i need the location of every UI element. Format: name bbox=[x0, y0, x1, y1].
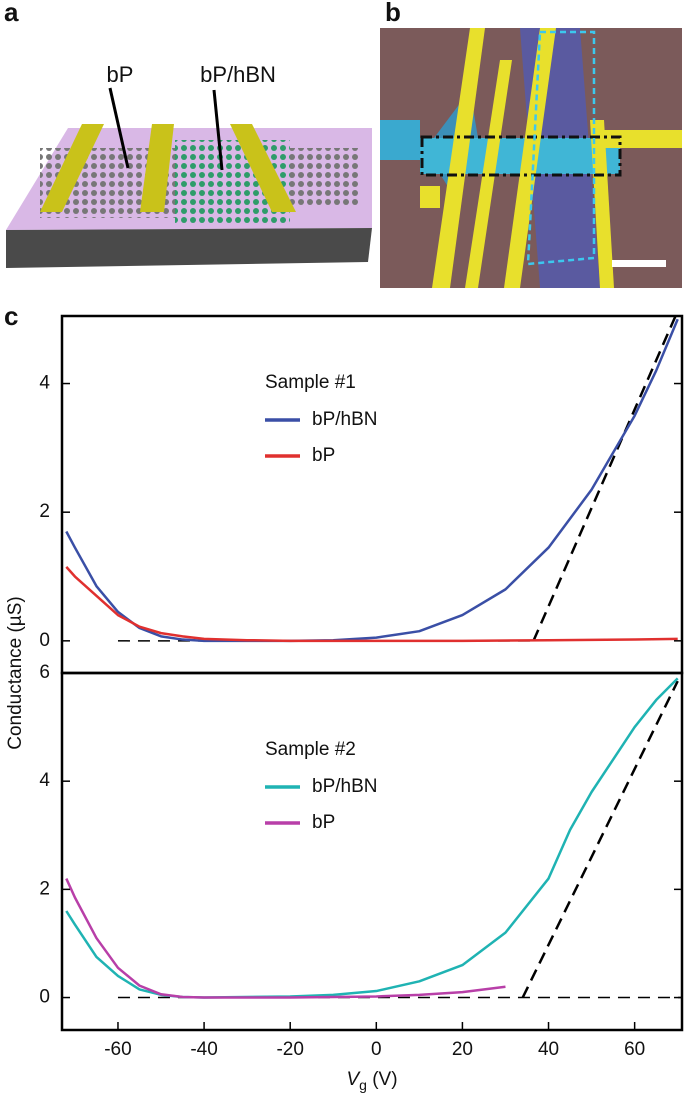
y-tick-label: 2 bbox=[39, 878, 50, 899]
x-tick-label: 20 bbox=[452, 1039, 473, 1060]
electrode bbox=[465, 60, 512, 288]
x-label-subscript: g bbox=[359, 1077, 367, 1093]
arrow bbox=[212, 89, 224, 171]
electrode bbox=[140, 124, 174, 212]
legend-title: Sample #2 bbox=[265, 739, 356, 760]
plot-area bbox=[65, 677, 682, 999]
data-line bbox=[65, 318, 679, 643]
legend-label: bP bbox=[312, 812, 335, 833]
legend-label: bP/hBN bbox=[312, 776, 377, 797]
x-label-symbol: V bbox=[346, 1069, 361, 1090]
legend-label: bP/hBN bbox=[312, 409, 377, 430]
guide-line bbox=[532, 316, 677, 642]
x-tick-label: 0 bbox=[371, 1039, 382, 1060]
micrograph bbox=[380, 28, 682, 288]
electrode bbox=[600, 130, 682, 148]
electrode bbox=[40, 124, 104, 212]
legend-label: bP bbox=[312, 445, 335, 466]
y-tick-label: 0 bbox=[39, 630, 50, 651]
panel-label: a bbox=[4, 0, 19, 27]
x-tick-label: -40 bbox=[190, 1039, 217, 1060]
device-illustration: bP bP/hBN bbox=[6, 62, 372, 268]
y-tick-label: 0 bbox=[39, 987, 50, 1008]
arrow bbox=[108, 87, 130, 169]
panel-label: c bbox=[4, 301, 18, 331]
guide-line bbox=[521, 680, 679, 999]
x-tick-label: 40 bbox=[538, 1039, 559, 1060]
electrode bbox=[590, 120, 614, 288]
substrate-side bbox=[6, 228, 372, 268]
x-tick-label: -60 bbox=[104, 1039, 131, 1060]
panel-label: b bbox=[385, 0, 401, 27]
plot-area bbox=[65, 316, 679, 643]
data-line bbox=[65, 566, 678, 643]
annotation: bP/hBN bbox=[200, 62, 276, 87]
flake bbox=[380, 120, 420, 160]
x-tick-label: 60 bbox=[624, 1039, 645, 1060]
y-tick-label: 2 bbox=[39, 501, 50, 522]
electrode bbox=[230, 124, 296, 212]
electrode bbox=[420, 186, 440, 208]
x-tick-label: -20 bbox=[276, 1039, 303, 1060]
y-axis-label: Conductance (µS) bbox=[5, 596, 26, 750]
dashed-box bbox=[420, 135, 622, 177]
electrode bbox=[504, 28, 556, 288]
electrode bbox=[432, 28, 485, 288]
y-tick-label: 4 bbox=[39, 373, 50, 394]
x-axis-label: Vg (V) bbox=[346, 1069, 397, 1093]
annotation: bP bbox=[107, 62, 134, 87]
y-tick-label: 6 bbox=[39, 662, 50, 683]
x-label-unit: (V) bbox=[367, 1069, 398, 1090]
dashed-box bbox=[526, 30, 596, 266]
data-line bbox=[65, 878, 506, 999]
y-tick-label: 4 bbox=[39, 770, 50, 791]
data-line bbox=[65, 677, 679, 999]
scale-bar bbox=[612, 260, 666, 267]
legend-title: Sample #1 bbox=[265, 372, 356, 393]
axes-frame bbox=[60, 671, 684, 1032]
